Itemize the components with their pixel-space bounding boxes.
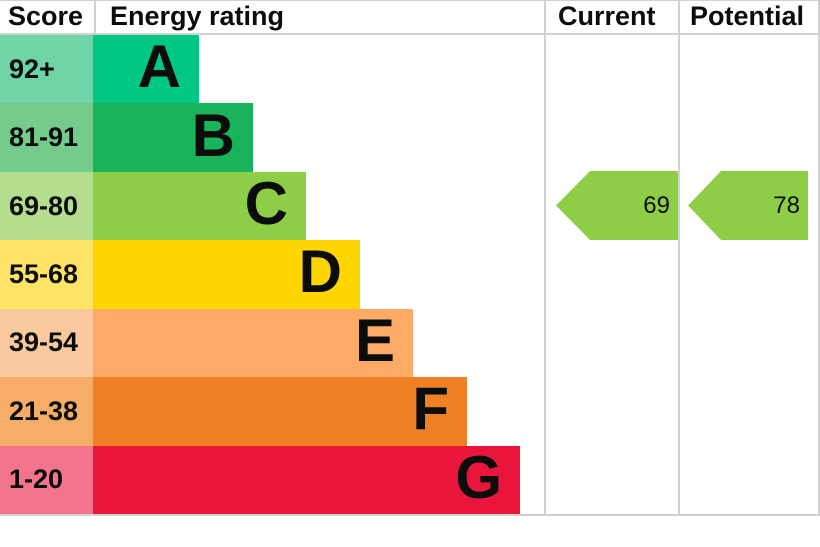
energy-rating-column-header: Energy rating — [110, 1, 285, 31]
score-range-c: 69-80 — [0, 171, 93, 241]
band-letter-e: E — [354, 306, 395, 374]
potential-column-header: Potential — [690, 1, 805, 31]
current-rating-value: 69 — [643, 192, 670, 219]
band-letter-f: F — [412, 375, 449, 443]
band-row-f: 21-38 F — [0, 375, 818, 446]
score-range-b: 81-91 — [0, 103, 93, 172]
band-row-c: 69-80 C — [0, 170, 818, 241]
band-letter-a: A — [137, 33, 181, 101]
left-arrow-icon — [556, 171, 678, 240]
band-row-b: 81-91 B — [0, 101, 818, 172]
band-row-d: 55-68 D — [0, 238, 818, 309]
band-rows: 92+ A 81-91 B 69-80 C 55-68 D — [0, 35, 818, 514]
score-range-f: 21-38 — [0, 377, 93, 446]
band-bar-d: D — [93, 238, 360, 309]
header-row: Score Energy rating Current Potential — [0, 1, 818, 35]
left-arrow-icon — [688, 171, 808, 240]
band-bar-b: B — [93, 101, 253, 172]
score-range-e: 39-54 — [0, 308, 93, 378]
band-row-g: 1-20 G — [0, 443, 818, 514]
band-letter-d: D — [298, 238, 342, 306]
band-bar-f: F — [93, 375, 467, 446]
potential-column-divider — [678, 1, 680, 514]
score-range-g: 1-20 — [0, 445, 93, 514]
band-bar-g: G — [93, 443, 520, 514]
band-letter-c: C — [244, 170, 288, 238]
current-column-header: Current — [558, 1, 656, 31]
score-header-divider — [94, 1, 96, 33]
score-column-header: Score — [8, 1, 84, 31]
band-row-a: 92+ A — [0, 33, 818, 104]
potential-rating-value: 78 — [773, 192, 800, 219]
score-range-a: 92+ — [0, 35, 93, 104]
potential-rating-arrow: 78 — [688, 171, 808, 240]
score-range-d: 55-68 — [0, 240, 93, 309]
band-bar-c: C — [93, 170, 306, 241]
current-column-divider — [544, 1, 546, 514]
current-rating-arrow: 69 — [556, 171, 678, 240]
epc-table-frame: Score Energy rating Current Potential 92… — [0, 0, 820, 516]
band-bar-e: E — [93, 306, 413, 378]
band-letter-b: B — [191, 101, 235, 169]
band-letter-g: G — [455, 443, 502, 511]
band-row-e: 39-54 E — [0, 306, 818, 378]
band-bar-a: A — [93, 33, 199, 104]
